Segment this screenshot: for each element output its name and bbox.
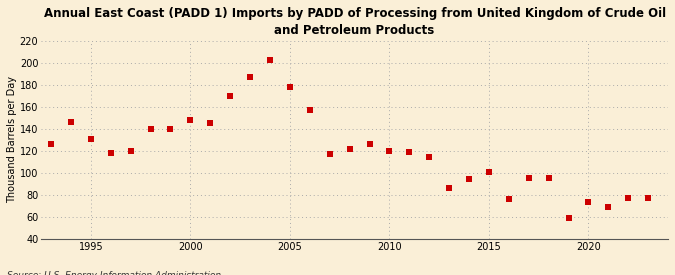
Point (46, 142, 57, 146)
Point (126, 148, 136, 153)
Point (543, 176, 554, 180)
Point (65, 120, 76, 125)
Point (284, 85, 295, 89)
Point (443, 186, 454, 190)
Text: Source: U.S. Energy Information Administration: Source: U.S. Energy Information Administ… (7, 271, 221, 275)
Point (165, 127, 176, 131)
Point (404, 150, 414, 154)
Point (324, 152, 335, 156)
Point (504, 197, 514, 201)
Point (105, 151, 116, 155)
Point (384, 148, 395, 153)
Point (643, 196, 653, 200)
Point (623, 196, 634, 200)
Point (245, 75, 256, 79)
Point (304, 108, 315, 112)
Title: Annual East Coast (PADD 1) Imports by PADD of Processing from United Kingdom of : Annual East Coast (PADD 1) Imports by PA… (43, 7, 666, 37)
Point (86, 136, 97, 141)
Point (145, 127, 156, 131)
Point (603, 205, 614, 209)
Point (364, 142, 375, 146)
Point (225, 94, 236, 98)
Point (265, 57, 275, 62)
Point (483, 169, 494, 174)
Point (563, 216, 574, 220)
Point (464, 177, 475, 182)
Point (583, 200, 594, 205)
Point (185, 118, 196, 122)
Point (344, 146, 355, 151)
Point (424, 155, 435, 160)
Y-axis label: Thousand Barrels per Day: Thousand Barrels per Day (7, 76, 17, 203)
Point (205, 121, 216, 126)
Point (523, 176, 534, 180)
